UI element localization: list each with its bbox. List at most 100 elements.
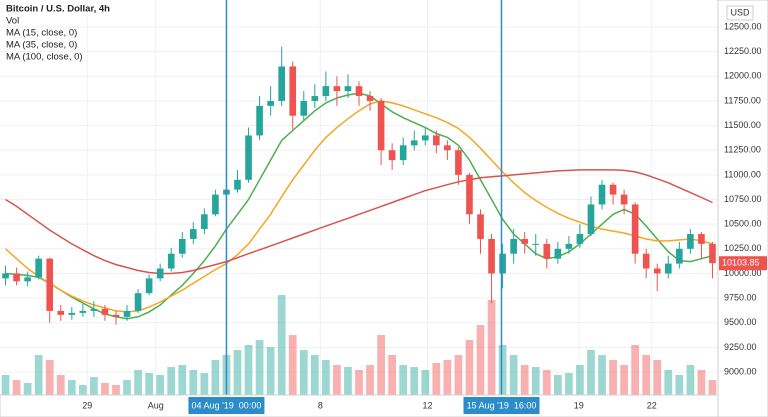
volume-bar — [454, 355, 463, 395]
y-tick-label: 9000.00 — [724, 366, 757, 376]
volume-bar — [631, 345, 640, 395]
volume-bar — [200, 373, 209, 395]
marker-label: 15 Aug '19 16:00 — [467, 400, 537, 410]
volume-bar — [56, 375, 65, 395]
volume-bar — [708, 380, 717, 395]
volume-bar — [565, 373, 573, 395]
volume-bar — [598, 355, 606, 395]
moving-average — [5, 169, 713, 275]
marker-layer — [225, 0, 503, 395]
candle-body — [13, 273, 20, 282]
volume-bar — [542, 370, 551, 395]
candle-body — [510, 238, 517, 254]
volume-bar — [377, 335, 385, 395]
y-tick-label: 12250.00 — [724, 46, 762, 56]
candle-body — [521, 238, 529, 244]
candle-body — [488, 238, 495, 274]
currency-box[interactable] — [726, 5, 754, 21]
x-tick-label: 29 — [82, 400, 92, 410]
volume-bar — [277, 295, 286, 395]
candle-body — [466, 174, 473, 215]
candle-layer — [2, 46, 716, 325]
x-tick-label: 19 — [574, 400, 584, 410]
volume-layer — [1, 295, 717, 395]
y-tick-label: 9750.00 — [724, 292, 757, 302]
volume-bar — [553, 375, 562, 395]
candle-body — [355, 86, 363, 97]
volume-bar — [355, 370, 363, 395]
candle-body — [167, 253, 175, 269]
candle-body — [189, 229, 197, 239]
candle-body — [278, 66, 285, 101]
volume-bar — [333, 365, 341, 395]
moving-average — [5, 100, 713, 313]
legend: Bitcoin / U.S. Dollar, 4h Vol MA (15, cl… — [6, 4, 110, 63]
candle-body — [653, 268, 661, 274]
candle-body — [46, 258, 54, 311]
marker-label-box — [188, 397, 265, 414]
candle-body — [366, 96, 374, 101]
time-axis — [0, 394, 719, 417]
volume-bar — [664, 370, 673, 395]
candle-body — [455, 150, 462, 175]
volume-bar — [576, 365, 584, 395]
candle-body — [687, 234, 694, 249]
volume-bar — [321, 360, 330, 395]
y-tick-label: 12500.00 — [724, 21, 762, 31]
candle-body — [609, 184, 617, 195]
volume-bar — [78, 385, 87, 395]
y-tick-label: 10500.00 — [724, 219, 762, 229]
volume-bar — [642, 355, 651, 395]
volume-bar — [12, 380, 21, 395]
y-tick-label: 10750.00 — [724, 194, 762, 204]
volume-bar — [233, 350, 242, 395]
candle-body — [709, 243, 716, 264]
y-tick-label: 11750.00 — [724, 95, 761, 105]
candle-body — [444, 145, 451, 151]
candle-body — [90, 308, 98, 311]
volume-bar — [34, 355, 43, 395]
candle-body — [399, 145, 407, 161]
y-tick-label: 10000.00 — [724, 268, 762, 278]
candle-body — [112, 314, 120, 317]
volume-bar — [675, 375, 684, 395]
candle-body — [234, 179, 241, 190]
candle-body — [333, 86, 341, 92]
y-tick-label: 11250.00 — [724, 145, 761, 155]
candle-body — [344, 86, 352, 92]
candle-body — [123, 310, 131, 317]
volume-bar — [366, 365, 374, 395]
legend-entry: MA (100, close, 0) — [6, 52, 83, 63]
marker-label-box — [463, 397, 540, 414]
candle-body — [212, 194, 219, 215]
volume-bar — [531, 367, 540, 395]
volume-bar — [587, 350, 595, 395]
volume-bar — [498, 345, 507, 395]
candle-body — [145, 278, 153, 294]
candle-body — [499, 253, 506, 274]
y-tick-label: 10250.00 — [724, 243, 762, 253]
volume-label: Vol — [6, 16, 19, 27]
y-tick-label: 9500.00 — [724, 317, 757, 327]
candle-body — [245, 135, 252, 180]
candle-body — [421, 135, 429, 141]
candle-body — [2, 273, 9, 279]
volume-bar — [255, 340, 264, 395]
volume-bar — [388, 355, 397, 395]
candle-body — [256, 105, 263, 136]
volume-bar — [45, 360, 54, 395]
volume-bar — [697, 370, 706, 395]
volume-bar — [310, 355, 319, 395]
candle-body — [289, 66, 297, 116]
volume-bar — [432, 363, 441, 395]
candle-body — [178, 238, 186, 254]
volume-bar — [288, 335, 297, 395]
volume-bar — [156, 375, 165, 395]
candle-body — [68, 312, 76, 315]
volume-bar — [509, 355, 518, 395]
volume-bar — [189, 370, 198, 395]
volume-bar — [123, 380, 131, 395]
volume-bar — [23, 383, 32, 395]
candle-body — [377, 100, 385, 151]
